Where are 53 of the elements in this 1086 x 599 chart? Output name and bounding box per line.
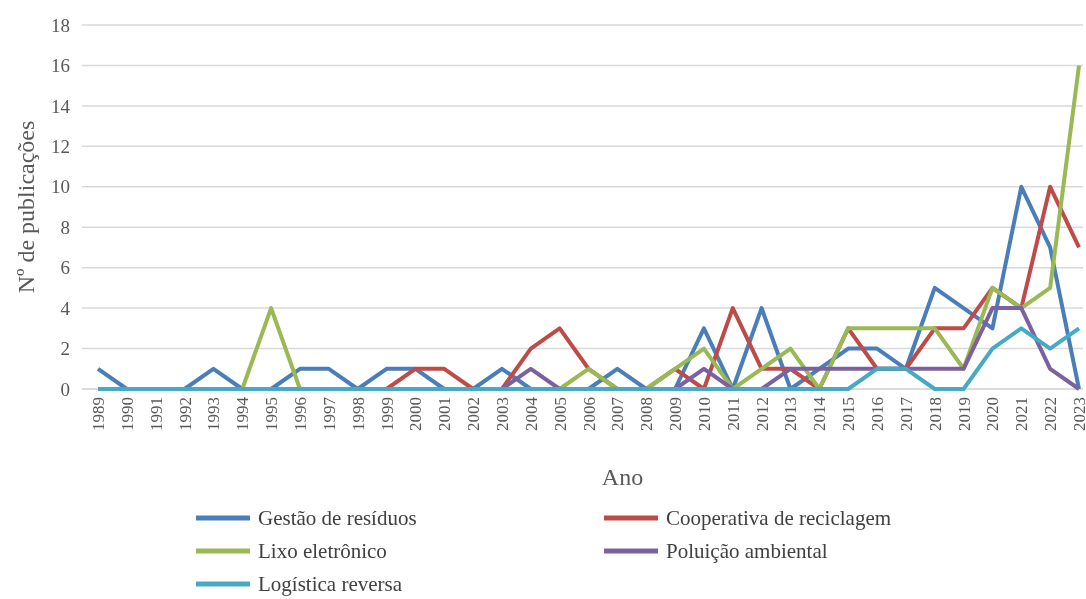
y-tick-label: 4: [60, 297, 71, 319]
y-tick-label: 2: [60, 338, 70, 360]
x-axis-title: Ano: [601, 464, 644, 490]
x-tick-label: 1997: [319, 396, 339, 431]
x-tick-label: 2021: [1012, 397, 1032, 431]
x-tick-label: 2009: [666, 397, 686, 431]
y-tick-label: 10: [51, 176, 70, 198]
x-tick-label: 2007: [608, 396, 628, 431]
x-tick-label: 2005: [550, 397, 570, 431]
x-tick-label: 1996: [290, 397, 310, 431]
x-tick-label: 2008: [637, 397, 657, 431]
y-tick-label: 16: [51, 55, 70, 77]
x-tick-label: 1989: [89, 397, 108, 431]
legend-label: Lixo eletrônico: [258, 539, 387, 564]
line-series: [96, 326, 1081, 391]
x-tick-label: 2020: [983, 397, 1003, 431]
x-tick-label: 1990: [117, 397, 137, 431]
y-tick-label: 6: [60, 257, 70, 279]
x-tick-label: 2022: [1041, 397, 1061, 431]
x-tick-label: 2013: [781, 397, 801, 431]
x-tick-label: 1991: [146, 397, 166, 431]
x-tick-label: 2018: [925, 397, 945, 431]
x-tick-label: 2011: [723, 397, 743, 431]
legend-label: Cooperativa de reciclagem: [666, 506, 892, 531]
x-tick-label: 2006: [579, 397, 599, 431]
x-tick-label: 2004: [521, 396, 541, 431]
x-tick-label: 2002: [464, 397, 484, 431]
legend-label: Poluição ambiental: [666, 539, 828, 564]
x-tick-label: 1995: [262, 397, 282, 431]
x-tick-label: 2019: [954, 397, 974, 431]
x-tick-label: 1998: [348, 397, 368, 431]
x-tick-label: 1999: [377, 397, 397, 431]
y-axis-title: Nº de publicações: [13, 120, 39, 294]
x-tick-label: 2003: [492, 397, 512, 431]
x-tick-label: 2014: [810, 396, 830, 431]
y-tick-label: 0: [60, 378, 70, 400]
x-tick-label: 2015: [839, 397, 859, 431]
x-tick-label: 2010: [694, 397, 714, 431]
x-tick-label: 1992: [175, 397, 195, 431]
y-tick-label: 8: [60, 216, 70, 238]
x-tick-label: 1993: [204, 397, 224, 431]
x-tick-label: 2000: [406, 397, 426, 431]
x-tick-label: 2023: [1070, 397, 1086, 431]
x-tick-label: 1994: [233, 396, 253, 431]
x-tick-label: 2017: [896, 396, 916, 431]
x-tick-label: 2001: [435, 397, 455, 431]
x-tick-label: 2012: [752, 397, 772, 431]
y-tick-label: 14: [51, 95, 71, 117]
y-tick-label: 12: [51, 135, 70, 157]
legend-label: Gestão de resíduos: [258, 506, 417, 531]
x-tick-label: 2016: [868, 397, 888, 431]
y-tick-label: 18: [51, 14, 70, 36]
legend-label: Logística reversa: [258, 572, 403, 597]
